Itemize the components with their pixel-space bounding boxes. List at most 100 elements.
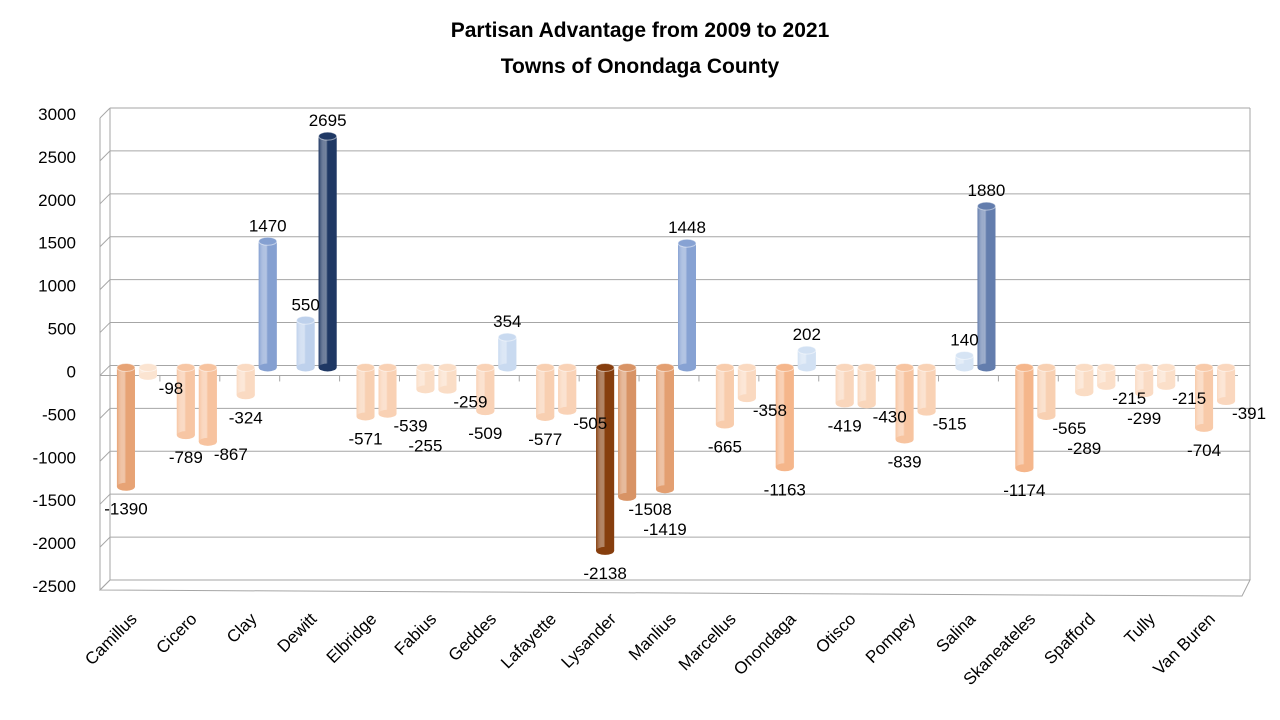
data-label: -1419 xyxy=(643,520,686,539)
bar-cap xyxy=(415,362,435,372)
data-label: -867 xyxy=(214,445,248,464)
bar-shade xyxy=(1097,367,1116,386)
y-tick-label: -2000 xyxy=(33,534,76,553)
bar xyxy=(857,362,877,409)
bar-cap xyxy=(497,332,517,342)
bar-shade xyxy=(296,320,315,368)
data-label: -839 xyxy=(888,452,922,471)
bar-base xyxy=(857,400,876,409)
floor xyxy=(98,579,1251,597)
bar-shade xyxy=(356,367,375,417)
bar xyxy=(116,362,136,491)
bar-base xyxy=(138,371,157,380)
bar-shade xyxy=(476,367,495,412)
bar-cap xyxy=(198,362,218,372)
bar xyxy=(176,362,196,440)
bar-shade xyxy=(318,136,337,368)
bar-cap xyxy=(835,362,855,372)
data-label: -789 xyxy=(169,448,203,467)
bar xyxy=(797,345,817,372)
x-tick-label: Clay xyxy=(223,609,261,647)
bar-base xyxy=(1135,389,1154,398)
x-tick-label: Spafford xyxy=(1040,609,1099,668)
bar-cap xyxy=(655,362,675,372)
bar-base xyxy=(835,399,854,408)
bar-shade xyxy=(198,367,217,442)
bar xyxy=(198,362,218,446)
bar-shade xyxy=(775,367,794,468)
bar-cap xyxy=(318,131,338,141)
x-tick-label: Manlius xyxy=(625,609,680,664)
bar-shade xyxy=(596,367,615,551)
data-label: 1448 xyxy=(668,218,706,237)
bar-cap xyxy=(1096,362,1116,372)
bar-shade xyxy=(857,367,876,405)
bar-base xyxy=(1097,381,1116,390)
x-tick-label: Dewitt xyxy=(274,609,321,656)
bar-shade xyxy=(558,367,577,411)
x-tick-label: Tully xyxy=(1121,609,1160,648)
bar xyxy=(677,238,697,372)
bar-base xyxy=(438,385,457,394)
bar xyxy=(497,332,517,372)
gridline-side xyxy=(99,150,111,162)
bar-base xyxy=(596,546,615,555)
y-tick-label: 1500 xyxy=(38,234,76,253)
x-tick-label: Van Buren xyxy=(1150,609,1219,678)
bar-shade xyxy=(895,367,914,440)
y-tick-label: -1500 xyxy=(33,491,76,510)
bar-cap xyxy=(917,362,937,372)
chart-subtitle: Towns of Onondaga County xyxy=(501,55,780,78)
bar-shade xyxy=(1037,367,1056,416)
bar-shade xyxy=(656,367,674,490)
gridline-side xyxy=(99,107,111,119)
bar-base xyxy=(1075,388,1094,397)
data-label: 1880 xyxy=(968,181,1006,200)
bar-shade xyxy=(1217,367,1236,402)
data-label: -704 xyxy=(1187,441,1221,460)
bar xyxy=(415,362,435,394)
bar-shade xyxy=(438,367,457,390)
x-tick-label: Camillus xyxy=(81,609,141,669)
gridline-side xyxy=(99,322,111,333)
bar-base xyxy=(416,385,435,394)
bar-cap xyxy=(475,362,495,372)
bar-shade xyxy=(917,367,936,412)
bar-base xyxy=(656,485,674,494)
bar-cap xyxy=(437,362,457,372)
bar-cap xyxy=(677,238,697,248)
data-labels: -1390-98-789 -867-32414705502695-571-539-… xyxy=(104,111,1266,583)
bar xyxy=(715,362,735,429)
bar-base xyxy=(476,407,495,416)
data-label: -1163 xyxy=(764,480,806,499)
data-label: -509 xyxy=(468,424,502,443)
bar-shade xyxy=(1015,367,1034,469)
bar-cap xyxy=(1194,362,1214,372)
x-tick-label: Otisco xyxy=(812,609,860,657)
bar xyxy=(954,350,974,372)
data-label: -1508 xyxy=(628,500,671,519)
bar xyxy=(1134,362,1154,398)
bar xyxy=(356,362,376,421)
bar-cap xyxy=(1014,362,1034,372)
bar-shade xyxy=(977,206,996,368)
bar-cap xyxy=(138,362,158,372)
bar xyxy=(1014,362,1034,473)
x-tick-label: Salina xyxy=(932,609,979,656)
bar-cap xyxy=(1156,362,1176,372)
data-label: 2695 xyxy=(309,111,347,130)
gridline-side xyxy=(99,536,111,548)
data-label: -577 xyxy=(528,430,562,449)
x-tick-label: Lysander xyxy=(557,609,620,672)
bar xyxy=(617,362,637,501)
data-label: 202 xyxy=(793,325,821,344)
bar-base xyxy=(1037,411,1056,420)
bar-shade xyxy=(1157,367,1176,386)
y-tick-label: -1000 xyxy=(33,448,76,467)
bar-cap xyxy=(258,236,278,246)
data-label: -505 xyxy=(573,414,607,433)
bar-shade xyxy=(737,367,756,399)
bar-base xyxy=(618,492,637,501)
bar-shade xyxy=(1075,367,1094,393)
bar xyxy=(737,362,757,403)
